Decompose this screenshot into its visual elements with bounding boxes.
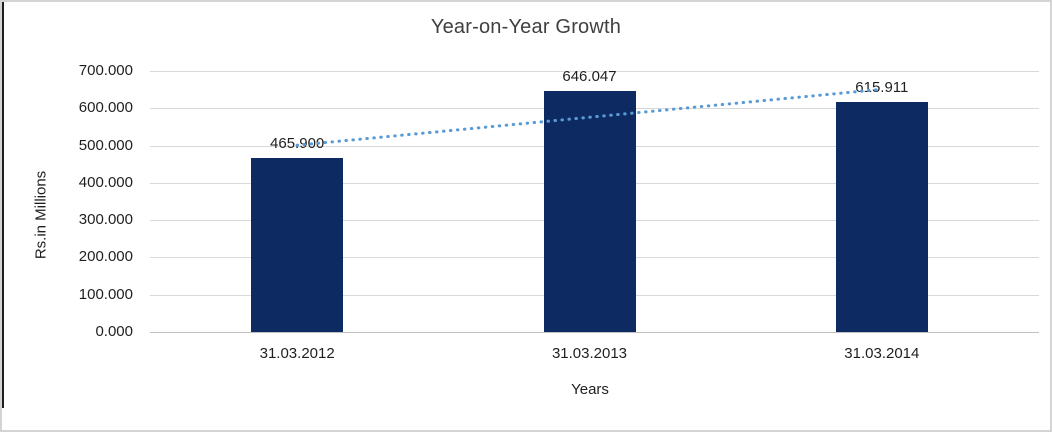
gridline — [150, 71, 1039, 72]
bar[interactable] — [251, 158, 344, 332]
y-tick-label: 400.000 — [78, 173, 133, 191]
x-tick-label: 31.03.2014 — [844, 345, 920, 362]
bar[interactable] — [543, 91, 636, 332]
y-tick-label: 500.000 — [78, 136, 133, 154]
y-tick-label: 100.000 — [78, 285, 133, 303]
y-tick-label: 200.000 — [78, 248, 133, 266]
x-axis-title: Years — [571, 381, 609, 398]
y-tick-label: 300.000 — [78, 211, 133, 229]
data-label: 646.047 — [562, 68, 617, 86]
y-tick-label: 700.000 — [78, 62, 133, 79]
x-tick-label: 31.03.2013 — [551, 345, 628, 362]
data-label: 465.900 — [270, 135, 325, 153]
y-tick-label: 0.000 — [95, 323, 133, 340]
gridline — [150, 332, 1039, 333]
x-tick-label: 31.03.2012 — [259, 345, 335, 362]
chart-title: Year-on-Year Growth — [430, 16, 622, 38]
y-tick-label: 600.000 — [78, 99, 133, 117]
bar[interactable] — [835, 102, 928, 332]
data-label: 615.911 — [855, 79, 909, 97]
frame-left-line — [2, 2, 4, 408]
